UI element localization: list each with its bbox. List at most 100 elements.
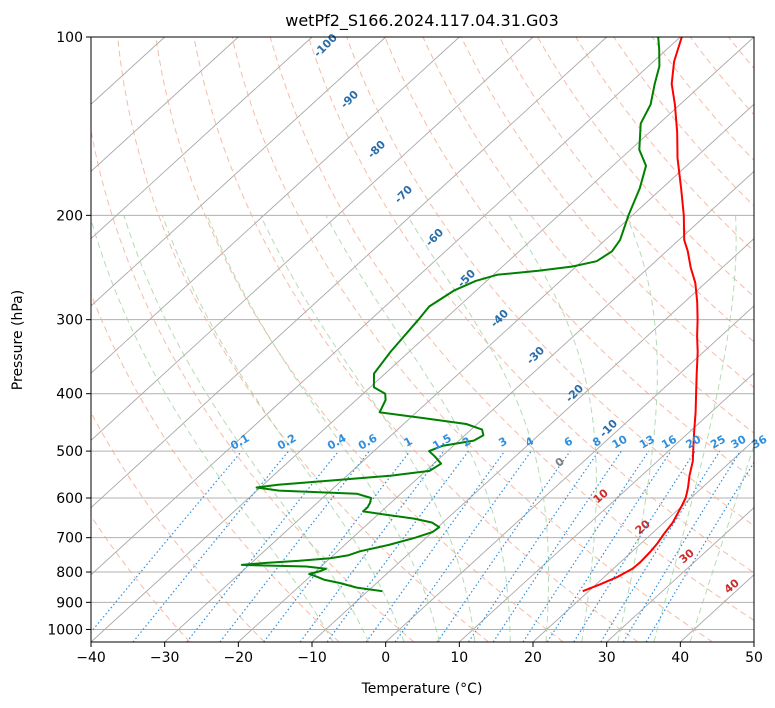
dry-adiabat-line (346, 37, 754, 527)
isotherm-line (91, 37, 754, 642)
mixing-ratio-label: 1 (402, 435, 415, 450)
mixing-ratio-label: 6 (562, 434, 575, 449)
dry-adiabat-line (767, 37, 775, 642)
x-tick-label: −20 (224, 650, 254, 666)
dry-adiabat-line (308, 37, 754, 574)
mixing-ratio-line (186, 450, 340, 642)
mixing-ratio-label: 0.2 (275, 432, 298, 453)
isotherm-line (91, 37, 239, 173)
mixing-ratio-line (622, 450, 741, 642)
isotherm-line (237, 170, 754, 642)
isotherm-line (91, 37, 460, 374)
isotherm-line (91, 37, 608, 509)
dry-adiabat-line (91, 515, 191, 642)
mixing-ratio-line (600, 450, 721, 642)
dry-adiabat-line (422, 37, 754, 434)
isotherm-line (753, 641, 754, 642)
isotherm-line (91, 37, 313, 240)
mixing-ratio-line (365, 450, 506, 642)
x-tick-label: 40 (671, 650, 689, 666)
dewpoint-profile-line (240, 37, 661, 593)
x-tick-label: 20 (524, 650, 542, 666)
mixing-ratio-line (467, 450, 600, 642)
dry-adiabat-line (91, 411, 265, 642)
mixing-ratio-line (492, 450, 622, 642)
moist-adiabat-line (325, 215, 511, 642)
dry-adiabat-label: 40 (722, 576, 742, 596)
y-tick-label: 100 (56, 30, 83, 46)
isotherm-label: -20 (563, 382, 586, 405)
dry-adiabat-line (155, 37, 564, 642)
background-lines (91, 37, 775, 642)
x-tick-label: 10 (450, 650, 468, 666)
mixing-ratio-label: 3 (496, 435, 509, 450)
dry-adiabat-line (498, 37, 754, 343)
isotherm-label: -40 (488, 307, 511, 330)
moist-adiabat-line (508, 215, 597, 642)
dry-adiabat-line (575, 37, 754, 252)
y-tick-label: 500 (56, 444, 83, 460)
dry-adiabat-label: 10 (591, 486, 611, 506)
isotherm-line (606, 506, 754, 642)
moist-adiabat-line (406, 215, 550, 642)
mixing-ratio-line (326, 450, 469, 642)
isotherm-label: -80 (365, 138, 388, 161)
isotherm-line (385, 305, 754, 642)
dry-adiabat-line (651, 37, 754, 162)
moist-adiabat-line (123, 215, 370, 642)
dry-adiabat-line (91, 128, 415, 642)
moist-adiabat-line (91, 217, 334, 642)
plot-frame (90, 36, 755, 643)
isotherm-label: -90 (338, 88, 361, 111)
moist-adiabat-line (206, 215, 440, 642)
x-tick-label: 0 (381, 650, 390, 666)
isotherm-line (532, 439, 754, 642)
mixing-ratio-line (436, 450, 571, 642)
mixing-ratio-line (573, 450, 696, 642)
isopleth-labels: 0.1 0.2 0.4 0.6 1 1.5 2 3 4 6 8 10 13 16 20 25 30 36-100-… (228, 31, 769, 596)
axis-ticks: −40 −30 −20 −10 0 10 20 30 40 5010020030040050060… (47, 30, 763, 666)
dry-adiabat-label: 20 (633, 517, 653, 537)
y-tick-label: 300 (56, 313, 83, 329)
mixing-ratio-line (132, 450, 290, 642)
mixing-ratio-line (263, 450, 411, 642)
x-axis-label: Temperature (°C) (361, 681, 483, 697)
x-tick-label: −40 (76, 650, 106, 666)
dry-adiabat-line (269, 37, 754, 622)
moist-adiabat-line (617, 215, 658, 642)
isotherm-label: -100 (311, 31, 340, 60)
isotherm-line (91, 37, 681, 576)
dry-adiabat-label: 0 (553, 455, 567, 470)
isotherm-line (458, 372, 754, 642)
mixing-ratio-line (299, 450, 445, 642)
dry-adiabat-line (384, 37, 754, 480)
mixing-ratio-line (546, 450, 672, 642)
moist-adiabat-line (689, 444, 754, 642)
temperature-profile-line (582, 37, 699, 593)
dry-adiabat-line (231, 37, 713, 642)
chart-title: wetPf2_S166.2024.117.04.31.G03 (285, 11, 559, 31)
x-tick-label: 50 (745, 650, 763, 666)
mixing-ratio-label: 16 (659, 432, 679, 451)
isotherm-label: -50 (455, 267, 478, 290)
isotherm-line (311, 238, 754, 642)
y-tick-label: 700 (56, 531, 83, 547)
y-tick-label: 1000 (47, 622, 83, 638)
moist-adiabat-line (260, 215, 476, 642)
y-tick-label: 900 (56, 595, 83, 611)
isotherm-label: -70 (392, 183, 415, 206)
x-tick-label: −10 (297, 650, 327, 666)
x-tick-label: 30 (598, 650, 616, 666)
dry-adiabat-line (689, 37, 754, 116)
y-tick-label: 800 (56, 565, 83, 581)
mixing-ratio-label: 25 (708, 433, 728, 452)
y-axis-label: Pressure (hPa) (10, 290, 26, 390)
x-tick-label: −30 (150, 650, 180, 666)
y-tick-label: 200 (56, 208, 83, 224)
mixing-ratio-label: 30 (729, 432, 749, 451)
y-tick-label: 400 (56, 387, 83, 403)
isotherm-line (164, 103, 754, 642)
mixing-ratio-line (91, 450, 243, 633)
y-tick-label: 600 (56, 491, 83, 507)
